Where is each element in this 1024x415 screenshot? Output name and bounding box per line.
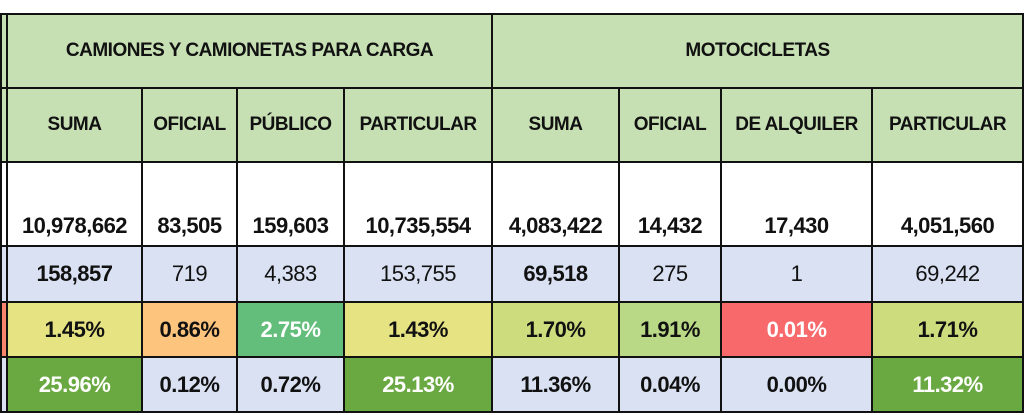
table-cell: 69,242 [871, 245, 1024, 303]
table-cell: 4,051,560 [871, 161, 1024, 247]
column-header: SUMA [6, 87, 143, 163]
table-cell: 0.86% [141, 301, 238, 358]
table-cell: 4,083,422 [491, 161, 621, 247]
table-cell: 4,383 [236, 245, 345, 303]
table-cell: 0.12% [141, 356, 238, 413]
table-row-share: 25.96% 0.12% 0.72% 25.13% 11.36% 0.04% 0… [0, 356, 1024, 413]
table-cell: 1.45% [6, 301, 143, 358]
left-partial-cell [0, 356, 8, 413]
column-header: PARTICULAR [342, 87, 494, 163]
table-cell: 10,978,662 [6, 161, 143, 247]
left-partial-cell [0, 161, 8, 247]
group-header-camiones: CAMIONES Y CAMIONETAS PARA CARGA [5, 13, 494, 89]
table-row-totals: 10,978,662 83,505 159,603 10,735,554 4,0… [0, 161, 1024, 247]
table-cell: 1.71% [871, 301, 1024, 358]
table-cell: 1.70% [491, 301, 621, 358]
table-cell: 0.72% [236, 356, 345, 413]
table-row-counts: 158,857 719 4,383 153,755 69,518 275 1 6… [0, 245, 1024, 303]
column-header: PARTICULAR [871, 87, 1024, 163]
table-cell: 0.04% [618, 356, 723, 413]
table-cell: 1.91% [618, 301, 723, 358]
group-header-motocicletas: MOTOCICLETAS [491, 13, 1024, 89]
group-header-row: CAMIONES Y CAMIONETAS PARA CARGA MOTOCIC… [0, 13, 1024, 89]
column-header-row: SUMA OFICIAL PÚBLICO PARTICULAR SUMA OFI… [0, 87, 1024, 163]
table-cell: 25.96% [6, 356, 143, 413]
column-header: DE ALQUILER [720, 87, 874, 163]
column-header: SUMA [491, 87, 621, 163]
table-cell: 11.32% [871, 356, 1024, 413]
table-cell: 17,430 [720, 161, 874, 247]
left-partial-cell [0, 301, 8, 358]
table-cell: 158,857 [6, 245, 143, 303]
table-cell: 1.43% [342, 301, 494, 358]
table-cell: 10,735,554 [342, 161, 494, 247]
table-cell: 25.13% [342, 356, 494, 413]
table-row-growth: 1.45% 0.86% 2.75% 1.43% 1.70% 1.91% 0.01… [0, 301, 1024, 358]
table-cell: 11.36% [491, 356, 621, 413]
table-cell: 0.00% [720, 356, 874, 413]
column-header: PÚBLICO [236, 87, 345, 163]
table-cell: 1 [720, 245, 874, 303]
table-cell: 69,518 [491, 245, 621, 303]
table-cell: 0.01% [720, 301, 874, 358]
column-header: OFICIAL [141, 87, 238, 163]
table-cell: 159,603 [236, 161, 345, 247]
table-cell: 2.75% [236, 301, 345, 358]
table-cell: 719 [141, 245, 238, 303]
table-cell: 83,505 [141, 161, 238, 247]
left-partial-cell [0, 87, 8, 163]
table-cell: 153,755 [342, 245, 494, 303]
table-cell: 14,432 [618, 161, 723, 247]
column-header: OFICIAL [618, 87, 723, 163]
vehicle-statistics-table: CAMIONES Y CAMIONETAS PARA CARGA MOTOCIC… [0, 13, 1024, 413]
table-cell: 275 [618, 245, 723, 303]
left-partial-cell [0, 13, 8, 89]
left-partial-cell [0, 245, 8, 303]
